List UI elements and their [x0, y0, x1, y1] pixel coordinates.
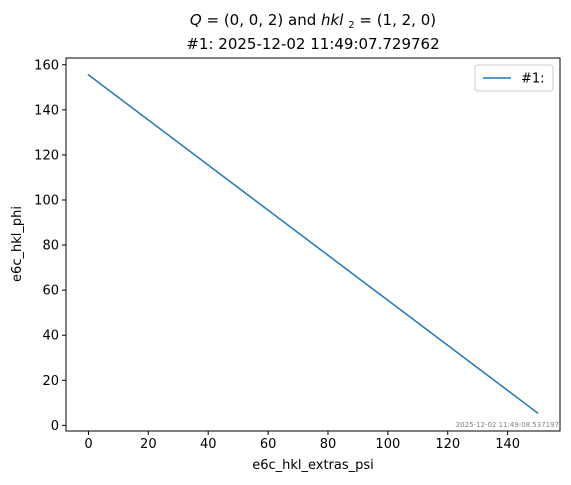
title-connector: and — [288, 11, 316, 29]
plot-area-frame — [65, 57, 561, 432]
y-tick-label: 0 — [51, 419, 59, 434]
title-hkl-subscript: 2 — [348, 20, 354, 31]
title-q-value: (0, 0, 2) — [224, 11, 283, 29]
x-tick-label: 0 — [84, 437, 92, 452]
title-hkl-symbol: hkl — [321, 11, 344, 29]
timestamp-watermark: 2025-12-02 11:49:08.537197 — [456, 421, 559, 429]
y-tick-label: 120 — [34, 148, 59, 163]
chart-title: Q = (0, 0, 2) and hkl 2 = (1, 2, 0) — [190, 11, 436, 32]
y-tick-label: 40 — [42, 329, 59, 344]
y-tick-label: 80 — [42, 239, 59, 254]
y-tick-label: 140 — [34, 103, 59, 118]
chart-subtitle: #1: 2025-12-02 11:49:07.729762 — [186, 35, 439, 53]
x-tick-label: 60 — [260, 437, 277, 452]
series-layer — [87, 73, 539, 415]
title-hkl-value: (1, 2, 0) — [377, 11, 436, 29]
x-tick-label: 80 — [320, 437, 337, 452]
title-equals-1: = — [206, 11, 223, 29]
legend-label: #1: — [521, 72, 545, 87]
y-tick-label: 20 — [42, 374, 59, 389]
title-equals-2: = — [359, 11, 376, 29]
legend-box — [474, 64, 554, 92]
title-q-symbol: Q — [190, 11, 202, 29]
x-axis-label: e6c_hkl_extras_psi — [252, 458, 374, 473]
x-tick-label: 140 — [495, 437, 520, 452]
x-tick-label: 20 — [140, 437, 157, 452]
series-line — [87, 73, 539, 415]
y-axis-ticks: 0 20 40 60 80 100 120 140 160 — [34, 58, 66, 434]
x-axis-ticks: 0 20 40 60 80 100 120 140 — [84, 431, 520, 452]
y-axis-label: e6c_hkl_phi — [10, 206, 25, 282]
legend: #1: — [474, 64, 554, 92]
x-tick-label: 120 — [435, 437, 460, 452]
x-tick-label: 100 — [375, 437, 400, 452]
y-tick-label: 160 — [34, 58, 59, 73]
y-tick-label: 100 — [34, 193, 59, 208]
x-tick-label: 40 — [200, 437, 217, 452]
y-tick-label: 60 — [42, 284, 59, 299]
